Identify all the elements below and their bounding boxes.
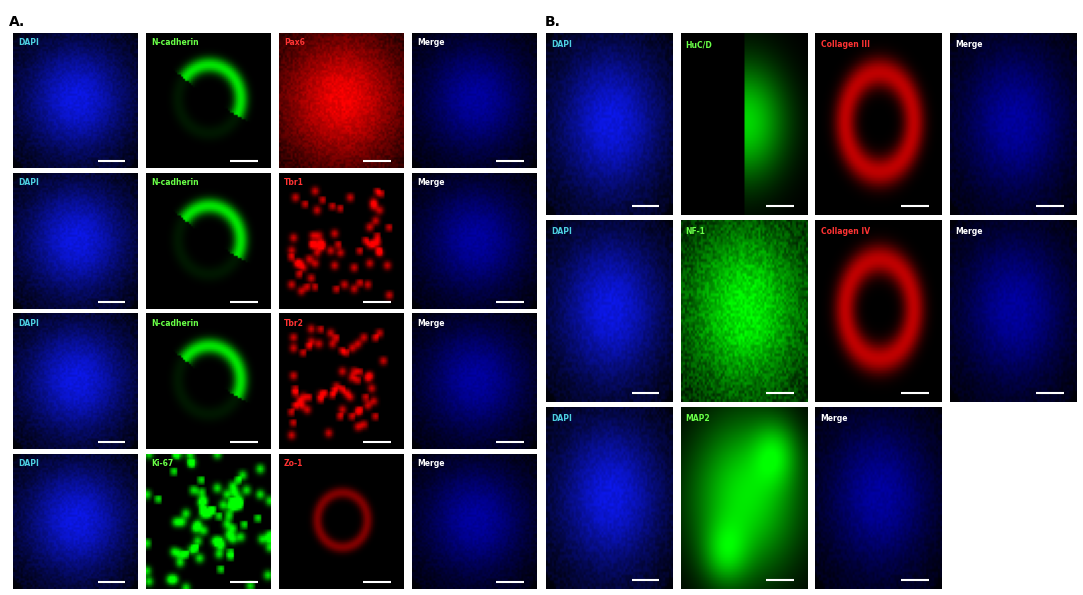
Text: Tbr2: Tbr2 <box>284 319 303 328</box>
Text: Merge: Merge <box>417 38 444 47</box>
Text: DAPI: DAPI <box>551 414 572 423</box>
Text: Merge: Merge <box>955 40 983 49</box>
Text: Zo-1: Zo-1 <box>284 459 303 468</box>
Text: DAPI: DAPI <box>18 38 39 47</box>
Text: MAP2: MAP2 <box>686 414 710 423</box>
Text: Pax6: Pax6 <box>284 38 304 47</box>
Text: NF-1: NF-1 <box>686 227 706 236</box>
Text: Merge: Merge <box>417 459 444 468</box>
Text: Collagen III: Collagen III <box>821 40 870 49</box>
Text: Tbr1: Tbr1 <box>284 178 303 187</box>
Text: B.: B. <box>545 15 561 29</box>
Text: A.: A. <box>9 15 25 29</box>
Text: N-cadherin: N-cadherin <box>151 178 198 187</box>
Text: Merge: Merge <box>417 178 444 187</box>
Text: N-cadherin: N-cadherin <box>151 319 198 328</box>
Text: Collagen IV: Collagen IV <box>821 227 870 236</box>
Text: Merge: Merge <box>417 319 444 328</box>
Text: Ki-67: Ki-67 <box>151 459 173 468</box>
Text: DAPI: DAPI <box>551 227 572 236</box>
Text: DAPI: DAPI <box>18 319 39 328</box>
Text: DAPI: DAPI <box>551 40 572 49</box>
Text: HuC/D: HuC/D <box>686 40 713 49</box>
Text: DAPI: DAPI <box>18 178 39 187</box>
Text: DAPI: DAPI <box>18 459 39 468</box>
Text: Merge: Merge <box>955 227 983 236</box>
Text: N-cadherin: N-cadherin <box>151 38 198 47</box>
Text: Merge: Merge <box>821 414 848 423</box>
